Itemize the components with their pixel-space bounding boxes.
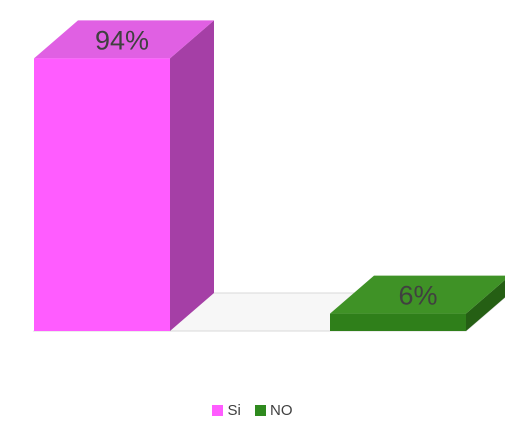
bar-no-top — [330, 275, 505, 314]
legend: Si NO — [0, 402, 505, 420]
legend-item-no: NO — [255, 402, 293, 419]
bar-si-top — [34, 20, 214, 59]
bar-si-side — [170, 20, 214, 332]
bar-si — [34, 20, 214, 332]
data-label-si: 94% — [95, 25, 149, 55]
legend-swatch-si — [212, 405, 224, 416]
legend-label-no: NO — [270, 402, 293, 419]
data-labels-group: 94% 6% — [95, 25, 438, 310]
data-label-no: 6% — [398, 281, 437, 311]
legend-swatch-no — [255, 405, 266, 416]
bar-no-side — [466, 279, 505, 331]
bars-group — [34, 20, 505, 332]
legend-label-si: Si — [227, 402, 241, 419]
bar-no-front — [330, 313, 466, 331]
bar-si-front — [34, 58, 170, 332]
legend-item-si: Si — [212, 402, 241, 419]
bar-no — [330, 275, 505, 331]
